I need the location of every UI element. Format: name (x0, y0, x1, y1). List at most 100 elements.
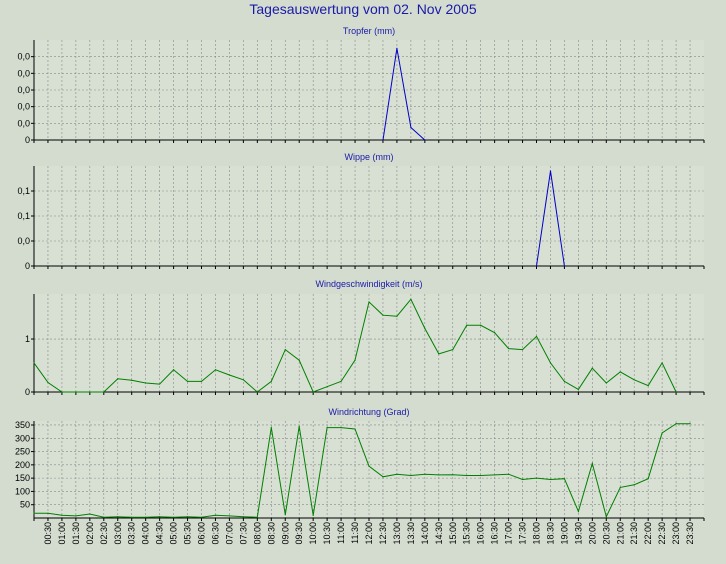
data-point (549, 170, 552, 172)
y-tick-label: 0,1 (17, 211, 30, 221)
y-tick-label: 0 (25, 261, 30, 271)
data-point (117, 516, 119, 518)
data-point (256, 516, 258, 518)
page-title: Tagesauswertung vom 02. Nov 2005 (249, 1, 477, 17)
data-point (647, 478, 649, 480)
x-tick-label: 18:00 (532, 522, 542, 545)
chart-panel-4: Windrichtung (Grad) 50 100 150 200 250 300 350 (15, 407, 705, 521)
data-point (159, 383, 161, 385)
data-point (535, 477, 538, 479)
data-point (103, 391, 105, 393)
panel-title: Wippe (mm) (345, 152, 394, 162)
data-point (619, 371, 621, 373)
data-point (103, 516, 105, 518)
y-tick-label: 300 (15, 433, 30, 443)
x-tick-label: 23:30 (685, 522, 695, 545)
x-tick-label: 03:30 (127, 522, 137, 545)
data-point (242, 379, 244, 381)
data-point (382, 476, 384, 478)
data-point (563, 380, 566, 383)
data-point (438, 474, 440, 476)
x-tick-label: 11:00 (336, 522, 346, 544)
data-point (619, 486, 621, 489)
x-tick-label: 04:30 (155, 522, 165, 545)
x-tick-label: 20:00 (587, 522, 597, 545)
x-tick-label: 20:30 (601, 522, 611, 545)
x-tick-label: 09:00 (280, 522, 290, 545)
data-point (172, 369, 175, 371)
data-point (242, 516, 244, 518)
data-point (480, 324, 482, 326)
data-point (270, 380, 272, 383)
series-line (382, 48, 426, 141)
data-point (577, 510, 579, 512)
chart-panel-1: Tropfer (mm) 0 0,0 0,0 0,0 0,0 0,0 (17, 26, 705, 145)
data-point (89, 391, 91, 393)
panel-title: Tropfer (mm) (343, 26, 395, 36)
data-point (75, 515, 77, 517)
y-tick-label: 0,0 (17, 68, 30, 78)
data-point (675, 423, 677, 425)
x-tick-label: 04:00 (141, 522, 151, 545)
chart-panel-3: Windgeschwindigkeit (m/s) 0 1 (25, 279, 705, 397)
data-point (298, 359, 300, 361)
x-tick-label: 05:30 (183, 522, 193, 545)
data-point (507, 473, 510, 475)
data-point (75, 391, 77, 393)
data-point (284, 514, 286, 516)
data-point (396, 315, 398, 317)
data-point (410, 474, 412, 477)
data-point (424, 327, 426, 330)
x-tick-label: 01:30 (71, 522, 81, 545)
x-tick-label: 11:30 (350, 522, 360, 544)
data-point (89, 513, 91, 515)
x-tick-label: 00:30 (43, 522, 53, 545)
data-point (200, 516, 203, 518)
y-tick-label: 0,0 (17, 118, 30, 128)
data-point (354, 428, 356, 430)
x-tick-label: 02:30 (99, 522, 109, 545)
data-point (326, 386, 328, 388)
x-tick-label: 01:00 (57, 522, 67, 545)
x-tick-label: 14:30 (434, 522, 444, 545)
data-point (131, 516, 133, 518)
x-tick-label: 18:30 (545, 522, 555, 545)
y-tick-label: 0 (25, 387, 30, 397)
data-point (396, 473, 398, 475)
x-tick-label: 22:00 (643, 522, 653, 545)
data-point (214, 369, 217, 371)
data-point (521, 478, 524, 481)
data-point (368, 465, 370, 467)
x-tick-label: 07:00 (224, 522, 234, 545)
data-point (577, 388, 579, 390)
x-tick-labels: 00:30 01:00 01:30 02:00 02:30 03:00 03:30 04:00… (43, 522, 695, 545)
data-point (298, 425, 300, 427)
y-tick-label: 250 (15, 447, 30, 457)
data-point (214, 514, 217, 516)
data-point (605, 516, 607, 518)
x-tick-label: 10:30 (322, 522, 332, 545)
data-point (549, 362, 552, 364)
data-point (424, 473, 426, 475)
data-point (145, 382, 147, 384)
data-point (256, 391, 258, 393)
panel-title: Windgeschwindigkeit (m/s) (315, 279, 422, 289)
data-point (494, 474, 496, 476)
data-point (507, 347, 510, 350)
data-point (661, 432, 663, 434)
data-point (33, 512, 35, 514)
x-tick-label: 21:30 (629, 522, 639, 545)
x-tick-label: 15:30 (462, 522, 472, 545)
data-point (410, 298, 412, 300)
data-point (145, 516, 147, 518)
data-point (549, 478, 552, 481)
x-tick-label: 03:00 (113, 522, 123, 545)
data-point (312, 391, 314, 393)
data-point (186, 380, 189, 383)
data-point (438, 353, 440, 355)
data-point (452, 349, 454, 351)
data-point (563, 265, 566, 267)
data-point (452, 474, 454, 476)
